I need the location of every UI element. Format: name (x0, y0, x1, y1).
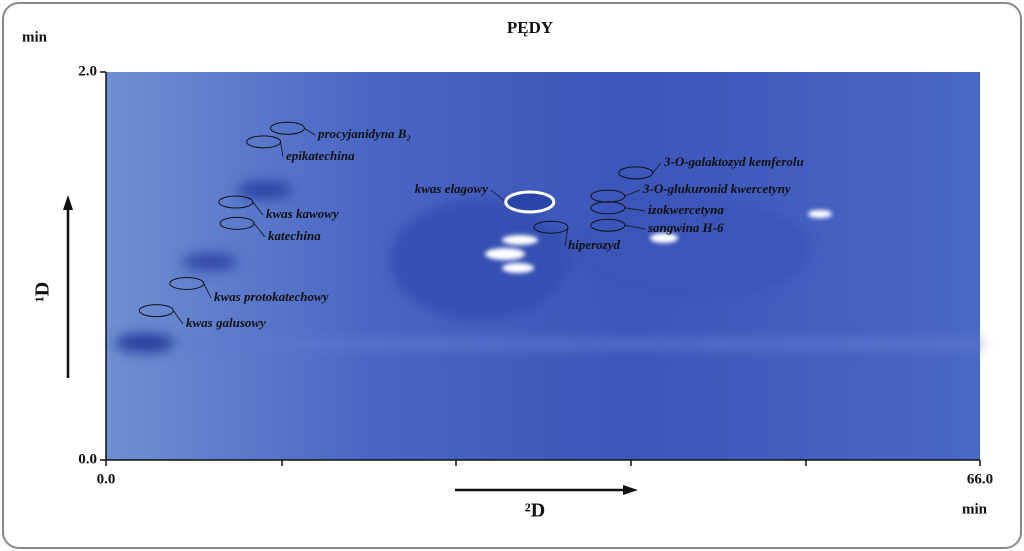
peak (533, 220, 569, 234)
blob (502, 235, 538, 245)
peak (269, 121, 305, 135)
blob (182, 253, 238, 271)
y-tick-label: 2.0 (78, 63, 97, 79)
peak-label: kwas elagowy (415, 181, 489, 196)
x-tick-label: 0.0 (97, 471, 116, 487)
peak-label: izokwercetyna (648, 202, 724, 217)
leader-line (564, 227, 569, 247)
peak-label: hiperozyd (568, 237, 621, 252)
peak (138, 304, 174, 318)
peak-label: 3-O-galaktozyd kemferolu (663, 154, 804, 169)
peak-label: epikatechina (286, 148, 355, 163)
leader-line (203, 283, 212, 299)
leader-line (280, 141, 284, 158)
y-tick-label: 0.0 (78, 451, 97, 467)
x-arrow (455, 485, 638, 495)
blob (650, 233, 678, 243)
leader-line (252, 201, 264, 216)
peak-label: kwas protokatechowy (214, 289, 329, 304)
x-tick-label: 66.0 (967, 471, 993, 487)
streak (180, 340, 980, 348)
peak (219, 216, 255, 230)
blob (485, 248, 525, 260)
minor-ticks (281, 460, 807, 466)
hot-spots (485, 210, 832, 273)
peak (169, 276, 205, 290)
blob (115, 333, 175, 353)
peak-label: procyjanidyna B₂ (317, 126, 411, 141)
peak-label: 3-O-glukuronid kwercetyny (642, 181, 791, 196)
blob (570, 200, 810, 300)
blob (390, 200, 570, 320)
x-axis-label: ²D (525, 500, 545, 522)
peak-label: kwas galusowy (186, 315, 266, 330)
blob (502, 263, 534, 273)
blob (237, 181, 293, 199)
leader-line (172, 310, 184, 325)
background-signal (115, 181, 980, 353)
peak (590, 218, 626, 232)
peak (218, 195, 254, 209)
leader-line (624, 189, 641, 197)
x-unit: min (962, 501, 988, 517)
y-arrow (63, 195, 73, 378)
chart-title: PĘDY (507, 18, 553, 37)
peak-label: katechina (268, 228, 321, 243)
y-axis-label: ¹D (32, 282, 54, 302)
leader-line (490, 189, 507, 203)
y-unit: min (22, 29, 48, 45)
peak-label: kwas kawowy (266, 206, 339, 221)
peak-label: sangwina H-6 (647, 220, 724, 235)
leader-line (624, 207, 646, 212)
arrow-head (623, 485, 638, 495)
leader-line (624, 224, 646, 230)
blob (808, 210, 832, 218)
arrow-head (63, 195, 73, 210)
leader-line (304, 127, 316, 136)
leader-line (253, 223, 266, 238)
leader-line (652, 162, 662, 174)
peak (590, 201, 626, 215)
peak (504, 190, 556, 214)
peak (618, 166, 654, 180)
peak (246, 135, 282, 149)
